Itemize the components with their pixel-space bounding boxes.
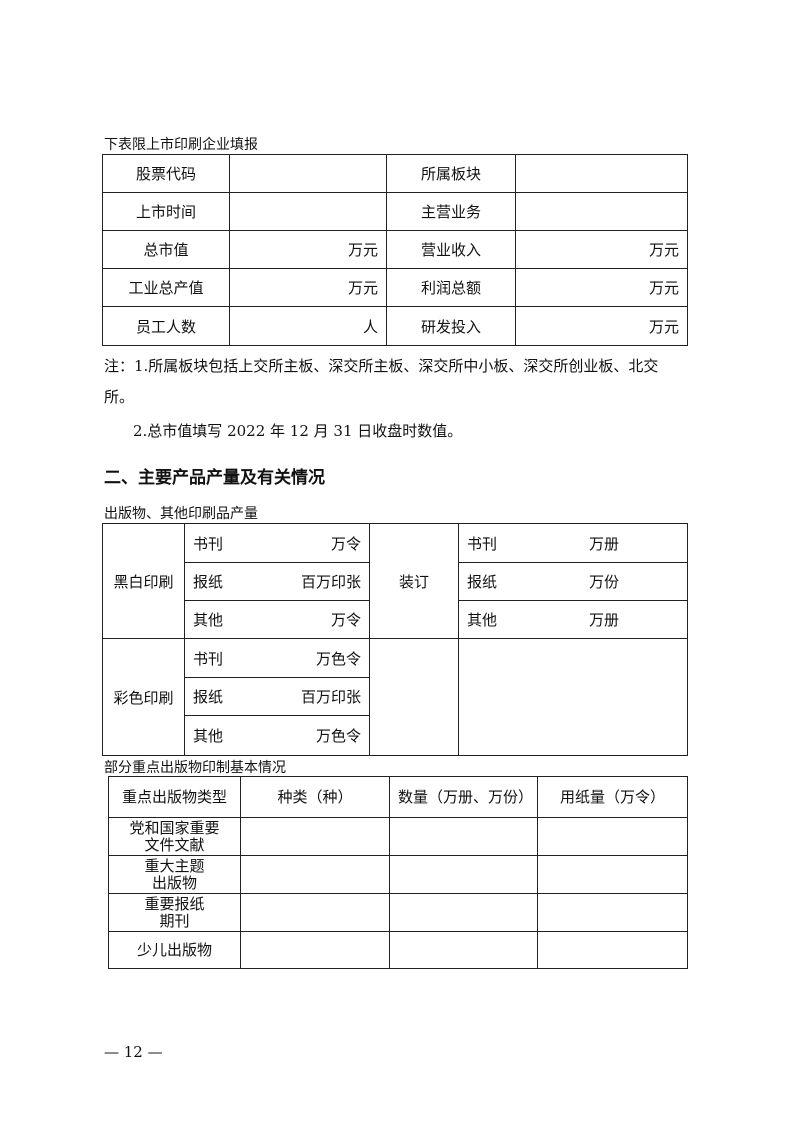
item: 报纸: [193, 688, 224, 706]
field-value: 万元: [515, 230, 688, 269]
row-label-line: 重大主题: [144, 856, 205, 875]
empty-cell: [240, 817, 390, 856]
item: 报纸: [467, 573, 498, 591]
field-label: 股票代码: [102, 154, 230, 193]
field-label: 利润总额: [386, 268, 516, 307]
row-label-line: 出版物: [151, 873, 197, 892]
empty-cell: [537, 893, 688, 932]
key-caption: 部分重点出版物印制基本情况: [104, 760, 286, 776]
empty-cell: [240, 931, 390, 969]
empty-cell: [458, 638, 688, 756]
empty-cell: [537, 931, 688, 969]
field-value: 万元: [229, 230, 387, 269]
row-label-line: 期刊: [159, 911, 190, 930]
field-value: 万元: [515, 306, 688, 346]
field-value: [515, 154, 688, 193]
row-label: 重大主题 出版物: [108, 855, 241, 894]
row-label-line: 重要报纸: [144, 894, 205, 913]
item: 报纸: [193, 573, 224, 591]
binding-label: 装订: [369, 523, 459, 639]
field-value: 万元: [229, 268, 387, 307]
item: 书刊: [467, 534, 498, 553]
listed-caption: 下表限上市印刷企业填报: [104, 137, 258, 153]
empty-cell: [537, 855, 688, 894]
table-row: 总市值 万元 营业收入 万元: [102, 230, 688, 269]
note-1: 注：1.所属板块包括上交所主板、深交所主板、深交所中小板、深交所创业板、北交: [104, 357, 659, 375]
empty-cell: [240, 855, 390, 894]
field-value: [515, 192, 688, 231]
unit: 万令: [330, 611, 361, 629]
table-row: 工业总产值 万元 利润总额 万元: [102, 268, 688, 307]
color-label: 彩色印刷: [102, 638, 185, 756]
page-number: — 12 —: [104, 1043, 163, 1061]
output-table: 黑白印刷 书刊 万令 装订 书刊 万册 报纸 百万印张 报纸 万份 其他 万令 其他 万册 …: [102, 523, 688, 756]
row-label: 重要报纸 期刊: [108, 893, 241, 932]
field-label: 研发投入: [386, 306, 516, 346]
empty-cell: [389, 855, 538, 894]
item: 书刊: [193, 534, 224, 553]
column-header: 数量（万册、万份）: [389, 776, 538, 818]
field-label: 营业收入: [386, 230, 516, 269]
empty-cell: [240, 893, 390, 932]
unit: 万令: [330, 534, 361, 553]
table-row: 上市时间 主营业务: [102, 192, 688, 231]
note-2: 2.总市值填写 2022 年 12 月 31 日收盘时数值。: [133, 422, 463, 440]
table-row: 党和国家重要 文件文献: [108, 817, 688, 856]
output-caption: 出版物、其他印刷品产量: [104, 506, 258, 522]
field-label: 工业总产值: [102, 268, 230, 307]
field-value: 人: [229, 306, 387, 346]
field-label: 上市时间: [102, 192, 230, 231]
table-row: 股票代码 所属板块: [102, 154, 688, 193]
table-row: 员工人数人研发投入 万元: [102, 306, 688, 346]
unit: 百万印张: [300, 573, 361, 591]
bw-label: 黑白印刷: [102, 523, 185, 639]
empty-cell: [389, 817, 538, 856]
row-label: 少儿出版物: [108, 931, 241, 969]
table-row: 重要报纸 期刊: [108, 893, 688, 932]
empty-cell: [389, 931, 538, 969]
column-header: 种类（种）: [240, 776, 390, 818]
field-label: 员工人数: [102, 306, 230, 346]
row-label-line: 少儿出版物: [136, 940, 212, 959]
column-header: 用纸量（万令）: [537, 776, 688, 818]
section-title: 二、主要产品产量及有关情况: [104, 468, 325, 488]
empty-cell: [537, 817, 688, 856]
field-label: 总市值: [102, 230, 230, 269]
item: 其他: [193, 611, 224, 629]
item: 其他: [193, 727, 224, 745]
item: 其他: [467, 611, 498, 629]
key-publications-table: 重点出版物类型 种类（种） 数量（万册、万份） 用纸量（万令） 党和国家重要 文件文献 重大…: [108, 776, 688, 969]
unit: 万份: [588, 573, 619, 591]
field-label: 所属板块: [386, 154, 516, 193]
field-value: 万元: [515, 268, 688, 307]
unit: 万册: [588, 611, 619, 629]
listed-company-table: 股票代码 所属板块 上市时间 主营业务 总市值 万元 营业收入 万元 工业总产值 万元 利润总额 万元…: [102, 154, 688, 346]
column-header: 重点出版物类型: [108, 776, 241, 818]
field-label: 主营业务: [386, 192, 516, 231]
unit: 万册: [588, 534, 619, 553]
row-label-line: 文件文献: [144, 835, 205, 854]
empty-cell: [389, 893, 538, 932]
empty-cell: [369, 638, 459, 756]
note-1-cont: 所。: [104, 388, 135, 406]
table-row: 重大主题 出版物: [108, 855, 688, 894]
item: 书刊: [193, 649, 224, 668]
table-row: 少儿出版物: [108, 931, 688, 969]
unit: 百万印张: [300, 688, 361, 706]
row-label: 党和国家重要 文件文献: [108, 817, 241, 856]
field-value: [229, 154, 387, 193]
field-value: [229, 192, 387, 231]
unit: 万色令: [315, 649, 361, 668]
row-label-line: 党和国家重要: [129, 818, 220, 837]
unit: 万色令: [315, 727, 361, 745]
